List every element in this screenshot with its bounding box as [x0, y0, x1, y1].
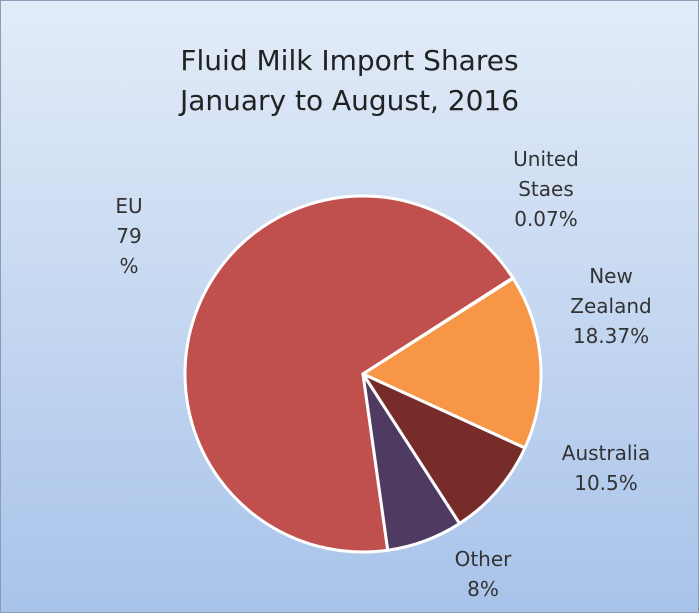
slice-label: Australia 10.5% [546, 438, 666, 498]
category-label: Other [454, 547, 512, 571]
pie-slice [361, 372, 462, 552]
pie-slice [361, 372, 527, 526]
value-label: 0.07% [514, 207, 578, 231]
slice-label: United Staes 0.07% [496, 144, 596, 234]
category-label: Australia [561, 441, 651, 465]
category-label: EU [115, 194, 143, 218]
value-label: 79 % [116, 224, 142, 278]
pie-slice [183, 194, 515, 554]
value-label: 10.5% [574, 471, 638, 495]
chart-title: Fluid Milk Import Shares [180, 44, 519, 77]
slice-label: Other 8% [443, 544, 523, 604]
pie-slice [361, 276, 543, 450]
category-label: New Zealand [570, 264, 652, 318]
slice-label: New Zealand 18.37% [566, 261, 656, 351]
chart-subtitle: January to August, 2016 [179, 84, 520, 117]
slice-label: EU 79 % [109, 191, 149, 281]
category-label: United Staes [513, 147, 579, 201]
title-block: Fluid Milk Import Shares January to Augu… [1, 41, 698, 121]
value-label: 8% [467, 577, 499, 601]
value-label: 18.37% [572, 324, 650, 348]
